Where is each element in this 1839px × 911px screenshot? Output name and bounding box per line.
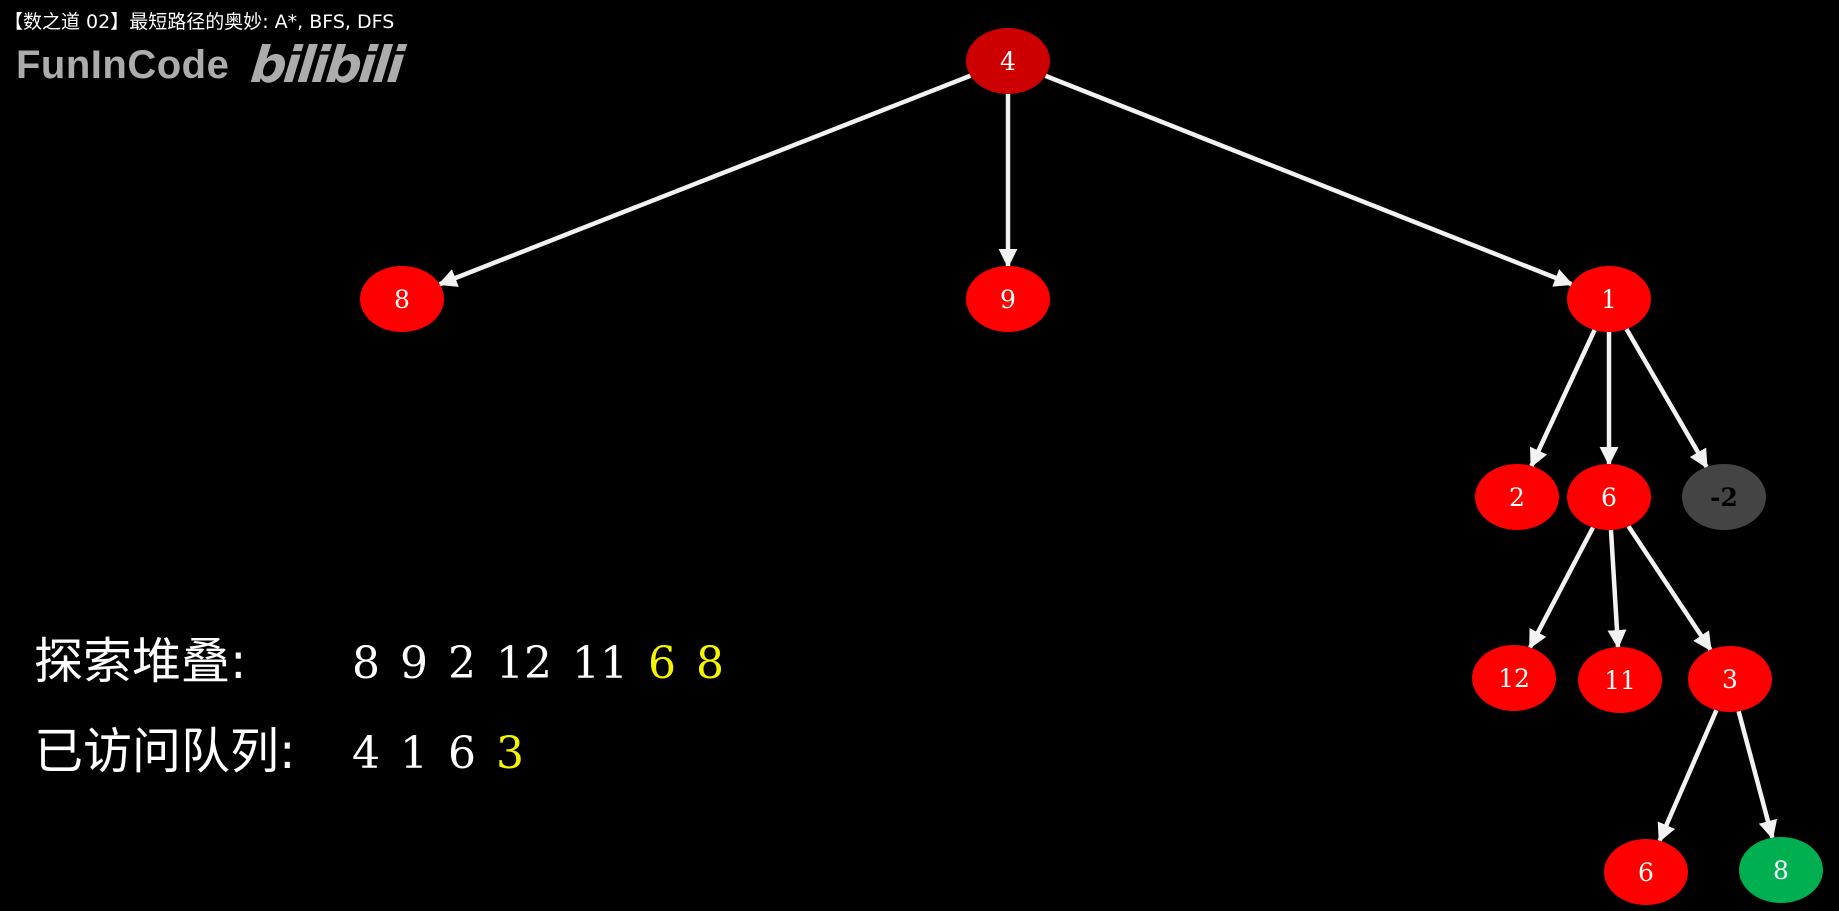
explore-stack-label: 探索堆叠: [34,633,247,690]
video-title: 【数之道 02】最短路径的奥妙: A*, BFS, DFS [4,11,395,33]
visited-queue-item: 1 [400,728,428,779]
tree-node-8b: 8 [1739,837,1823,903]
tree-node-shape [966,266,1050,332]
tree-node-shape [1604,839,1688,905]
tree-node-label: 8 [1773,856,1789,885]
explore-stack-item: 8 [352,638,380,689]
explore-stack-row: 探索堆叠: 8 9 2 12 11 6 8 [34,632,744,694]
tree-node-label: 11 [1604,666,1636,695]
tree-node-8a: 8 [360,266,444,332]
visited-queue-item: 3 [496,728,524,779]
tree-node-shape [1688,646,1772,712]
tree-edge-3-to-6b [1657,709,1719,843]
tree-edge-6a-to-11 [1607,529,1627,649]
tree-node-2: 2 [1475,464,1559,530]
tree-node-label: 1 [1601,285,1617,314]
tree-node-label: 6 [1601,483,1617,512]
tree-edge-1-to-2 [1529,329,1597,468]
tree-node-root: 4 [966,28,1050,94]
tree-node-1: 1 [1567,266,1651,332]
tree-edge-3-to-8b [1736,710,1778,840]
explore-stack-items: 8 9 2 12 11 6 8 [352,633,744,690]
channel-watermark: FunInCode bilibili [16,36,405,94]
tree-node-label: 9 [1000,285,1016,314]
tree-node-6b: 6 [1604,839,1688,905]
tree-node-shape [966,28,1050,94]
tree-node-shape [360,266,444,332]
tree-node-label: -2 [1710,483,1738,512]
tree-node-9: 9 [966,266,1050,332]
tree-node-shape [1475,464,1559,530]
tree-node-label: 8 [394,285,410,314]
explore-stack-item: 2 [448,638,476,689]
tree-node-6a: 6 [1567,464,1651,530]
visited-queue-item: 4 [352,728,380,779]
tree-edge-6a-to-12 [1528,526,1595,650]
explore-stack-item: 9 [400,638,428,689]
tree-node-label: 6 [1638,858,1654,887]
tree-node-label: 2 [1509,483,1525,512]
tree-edge-root-to-8a [437,73,972,287]
tree-node-shape [1567,266,1651,332]
tree-node-shape [1739,837,1823,903]
tree-node-shape [1472,645,1556,711]
visited-queue-row: 已访问队列: 4 1 6 3 [34,722,544,784]
tree-node-label: 4 [1000,47,1016,76]
tree-node-shape [1578,647,1662,713]
explore-stack-item: 11 [572,638,628,689]
visited-queue-item: 6 [448,728,476,779]
channel-name: FunInCode [16,42,230,87]
explore-stack-item: 12 [496,638,552,689]
tree-edge-6a-to-3 [1626,525,1713,652]
tree-node-3: 3 [1688,646,1772,712]
tree-node-shape [1567,464,1651,530]
tree-node-neg2: -2 [1682,464,1766,530]
tree-node-shape [1682,464,1766,530]
tree-node-label: 12 [1498,664,1530,693]
visited-queue-label: 已访问队列: [34,723,296,780]
tree-edge-root-to-1 [1044,73,1574,287]
tree-node-label: 3 [1722,665,1738,694]
tree-node-11: 11 [1578,647,1662,713]
explore-stack-item: 6 [648,638,676,689]
tree-node-12: 12 [1472,645,1556,711]
explore-stack-item: 8 [696,638,724,689]
tree-edge-1-to-neg2 [1624,327,1709,469]
